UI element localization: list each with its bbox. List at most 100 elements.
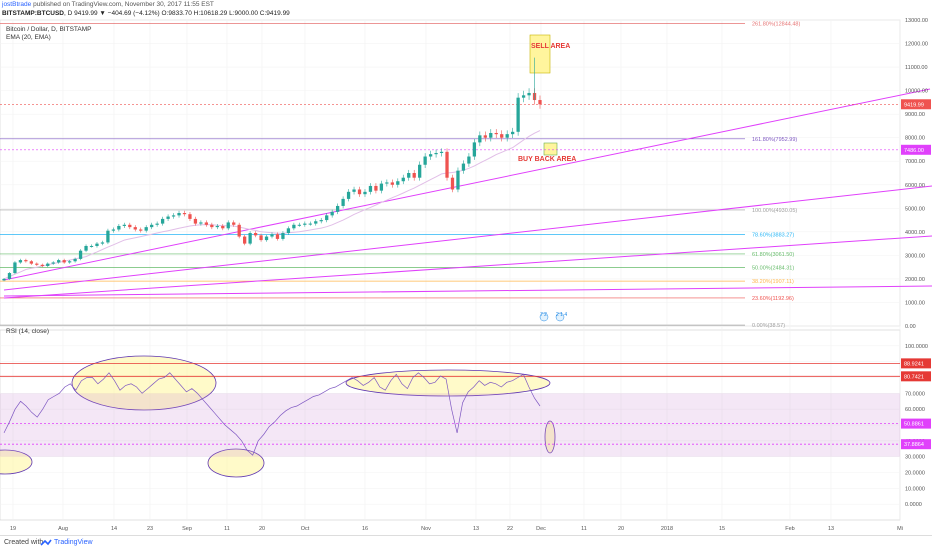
trend-line <box>3 285 932 297</box>
candle-body <box>73 258 77 262</box>
ohlc-info: BITSTAMP:BTCUSD, D 9419.99 ▼ −404.69 (−4… <box>2 10 290 17</box>
x-tick-label: Oct <box>301 526 310 532</box>
x-tick-label: 23 <box>147 526 153 532</box>
candle-body <box>379 183 384 191</box>
candle-body <box>450 177 455 190</box>
candle-body <box>215 225 219 228</box>
fib-level-label: 61.80%(3061.50) <box>752 252 794 258</box>
sell-area-label: SELL AREA <box>531 43 570 50</box>
author-name[interactable]: jostBtrade <box>2 1 32 8</box>
candle-body <box>248 233 252 244</box>
trend-line <box>3 88 931 281</box>
candle-body <box>494 132 498 135</box>
rsi-tick-label: 30.0000 <box>905 455 925 461</box>
sell-area-box[interactable] <box>529 34 551 74</box>
candle-body <box>226 222 230 229</box>
price-tick-label: 11000.00 <box>905 65 928 71</box>
price-tick-label: 7000.00 <box>905 159 925 165</box>
event-marker-icon[interactable] <box>555 312 565 322</box>
candle-body <box>319 220 323 222</box>
rsi-ellipse-top-left <box>71 355 217 411</box>
candle-body <box>396 181 400 185</box>
candle-body <box>472 142 477 157</box>
candle-body <box>171 215 176 217</box>
last-price-tag-text: 9419.99 <box>904 102 924 108</box>
x-tick-label: 20 <box>618 526 624 532</box>
candle-body <box>78 250 83 259</box>
candle-body <box>357 189 362 195</box>
candle-body <box>232 222 236 225</box>
candle-body <box>182 213 187 215</box>
candle-body <box>456 170 460 190</box>
x-tick-label: 22 <box>507 526 513 532</box>
event-marker-icon[interactable] <box>539 312 549 322</box>
candle-body <box>330 211 334 216</box>
candle-body <box>111 229 116 231</box>
candle-body <box>264 236 269 241</box>
x-tick-label: Sep <box>182 526 192 532</box>
rsi-ellipse-low-left <box>0 449 33 475</box>
candle-body <box>117 225 121 230</box>
x-tick-label: 11 <box>581 526 587 532</box>
event-marker-label: 2 1 4 <box>556 312 567 318</box>
price-tick-label: 4000.00 <box>905 230 925 236</box>
x-tick-label: 13 <box>473 526 479 532</box>
tradingview-brand[interactable]: TradingView <box>54 539 93 546</box>
candle-body <box>325 215 329 221</box>
fib-level-label: 0.00%(38.57) <box>752 323 785 329</box>
rsi-level-tag <box>901 418 931 429</box>
ohlc-values: , D 9419.99 ▼ −404.69 (−4.12%) O:9833.70… <box>64 10 290 17</box>
x-tick-label: Aug <box>58 526 68 532</box>
x-tick-label: Dec <box>536 526 546 532</box>
buyback-price-tag-text: 7486.00 <box>904 148 924 154</box>
rsi-level-tag-text: 37.8864 <box>904 442 924 448</box>
candle-body <box>352 189 356 192</box>
candle-body <box>139 229 143 231</box>
publish-info: jostBtrade published on TradingView.com,… <box>2 1 214 8</box>
symbol-name: BITSTAMP:BTCUSD <box>2 10 64 17</box>
candle-body <box>84 245 88 251</box>
candle-body <box>155 223 159 225</box>
price-tick-label: 3000.00 <box>905 253 925 259</box>
candle-body <box>177 213 181 216</box>
x-tick-label: Nov <box>421 526 431 532</box>
fib-level-label: 100.00%(4930.05) <box>752 208 797 214</box>
candle-body <box>270 234 274 237</box>
candle-body <box>133 227 137 230</box>
axes: 0.00 1000.00 2000.00 3000.00 4000.00 5000.00 6… <box>10 18 931 532</box>
x-tick-label: 20 <box>259 526 265 532</box>
candle-body <box>57 260 61 263</box>
candle-body <box>363 191 367 195</box>
x-tick-label: 19 <box>10 526 16 532</box>
price-tick-label: 6000.00 <box>905 183 925 189</box>
fib-level-label: 161.80%(7952.99) <box>752 137 797 143</box>
rsi-tick-label: 0.0000 <box>905 502 922 508</box>
candle-body <box>423 156 427 165</box>
candle-body <box>29 261 33 264</box>
candle-body <box>150 224 154 228</box>
candle-body <box>166 216 170 219</box>
x-tick-label: 13 <box>828 526 834 532</box>
candle-body <box>128 224 132 228</box>
price-tick-label: 1000.00 <box>905 300 925 306</box>
x-tick-label: 16 <box>362 526 368 532</box>
candle-body <box>275 234 280 239</box>
chart-canvas[interactable]: SELL AREA BUY BACK AREA 261.80%(12844.48… <box>0 0 932 535</box>
rsi-tick-label: 70.0000 <box>905 391 925 397</box>
rsi-band <box>0 393 900 457</box>
rsi-tick-label: 100.0000 <box>905 344 928 350</box>
buyback-area-box[interactable] <box>543 142 558 156</box>
candle-body <box>297 224 301 226</box>
candle-body <box>521 95 526 98</box>
candle-body <box>106 230 110 243</box>
tradingview-logo-icon <box>40 539 52 546</box>
candle-body <box>434 152 438 155</box>
candle-body <box>303 223 307 225</box>
candle-body <box>538 100 542 105</box>
candle-body <box>483 135 487 138</box>
price-tick-label: 8000.00 <box>905 136 925 142</box>
candle-body <box>401 177 405 182</box>
candle-body <box>221 225 225 229</box>
candle-body <box>374 185 378 191</box>
rsi-level-tag-text: 80.7421 <box>904 374 924 380</box>
